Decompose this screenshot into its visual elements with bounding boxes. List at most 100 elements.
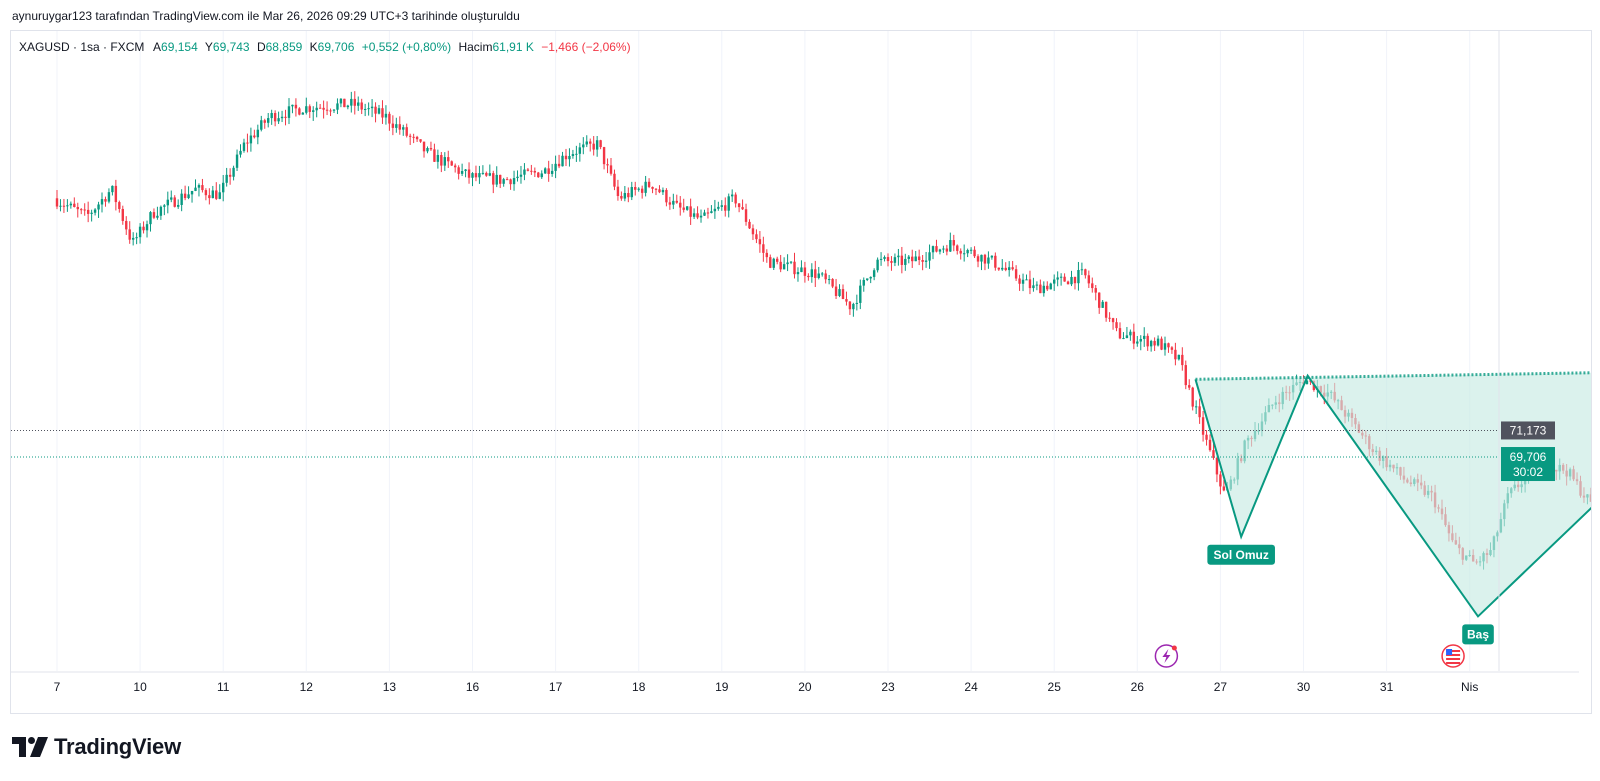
x-tick-label: 11 [217, 680, 230, 694]
candle-up [862, 279, 865, 286]
candle-up [512, 178, 516, 185]
candle-down [447, 157, 450, 162]
candle-up [987, 257, 990, 264]
tradingview-brand[interactable]: TradingView [12, 733, 181, 761]
candle-up [717, 206, 720, 209]
candle-down [1028, 279, 1032, 289]
candle-up [1070, 276, 1073, 285]
candle-down [125, 220, 128, 230]
candle-down [675, 200, 678, 203]
candle-down [706, 212, 710, 214]
candle-up [267, 118, 270, 123]
candle-up [332, 109, 336, 111]
pattern-label-bg [1207, 544, 1275, 565]
candle-down [412, 136, 415, 138]
candle-down [246, 142, 249, 144]
legend-volume-change: −1,466 (−2,06%) [541, 40, 630, 54]
candle-up [100, 199, 104, 205]
candle-up [876, 259, 879, 271]
candle-up [190, 190, 194, 195]
candle-up [163, 205, 166, 207]
candle-down [1188, 385, 1191, 388]
candle-up [377, 108, 381, 114]
pattern-label-text: Baş [1467, 627, 1489, 641]
candle-up [256, 129, 260, 138]
candle-up [402, 127, 405, 130]
candle-up [872, 270, 876, 277]
candle-down [762, 244, 765, 253]
candle-down [1208, 439, 1212, 451]
candle-down [530, 170, 533, 172]
candle-up [225, 174, 228, 183]
candle-up [1305, 380, 1309, 385]
candle-up [495, 174, 498, 185]
price-lines [11, 429, 1499, 458]
candle-up [1042, 285, 1046, 294]
candle-down [360, 102, 363, 110]
candle-down [834, 286, 838, 296]
candle-down [900, 255, 904, 265]
price-chart[interactable]: Sol OmuzBaşSağ Omuz74,629 58,00060,00062… [11, 31, 1591, 713]
candle-down [121, 208, 124, 221]
candle-down [741, 207, 744, 210]
candle-down [526, 169, 530, 171]
candle-down [1222, 486, 1226, 491]
candle-down [959, 250, 962, 254]
candle-down [505, 179, 509, 181]
grid-lines [56, 31, 1471, 671]
candle-up [357, 102, 360, 106]
candle-down [381, 108, 384, 118]
candle-up [931, 246, 935, 253]
candle-up [782, 264, 786, 270]
candle-down [1073, 276, 1077, 284]
event-icons [1154, 644, 1465, 668]
candle-up [460, 171, 464, 174]
candle-up [1163, 343, 1167, 350]
candle-down [1098, 292, 1101, 308]
x-tick-label: 17 [549, 680, 563, 694]
candle-down [294, 104, 298, 109]
candle-down [1094, 288, 1097, 293]
candle-down [606, 164, 609, 166]
candle-up [699, 215, 703, 218]
candle-up [156, 215, 159, 218]
candle-up [914, 256, 917, 262]
label-head: Baş [1462, 624, 1494, 645]
candle-down [325, 109, 329, 111]
candle-down [1014, 269, 1018, 279]
x-tick-label: 25 [1048, 680, 1062, 694]
head-shoulders-pattern: Sol OmuzBaşSağ Omuz74,629 [1194, 371, 1591, 645]
us-flag-icon[interactable] [1441, 644, 1465, 668]
candle-up [879, 258, 883, 260]
candle-down [128, 229, 131, 240]
candle-up [218, 192, 221, 199]
candle-down [956, 245, 959, 251]
x-tick-label: 12 [300, 680, 314, 694]
candle-down [1198, 406, 1201, 418]
candle-down [405, 127, 408, 136]
candle-down [485, 172, 488, 176]
pattern-label-text: Sol Omuz [1214, 548, 1269, 562]
candle-down [457, 167, 460, 174]
candle-down [755, 234, 758, 240]
candle-up [519, 174, 523, 177]
candle-up [661, 189, 665, 193]
candle-down [62, 205, 66, 207]
lightning-icon[interactable] [1154, 644, 1179, 668]
candle-up [222, 182, 225, 193]
candle-down [1170, 347, 1174, 350]
candle-down [1215, 457, 1219, 475]
last-price-badge-text: 69,706 [1510, 450, 1547, 464]
candle-down [1146, 335, 1149, 347]
candle-up [772, 258, 775, 268]
candle-up [869, 276, 872, 279]
candle-up [149, 212, 152, 225]
candle-down [533, 170, 537, 173]
candle-up [93, 209, 97, 213]
pattern-label-bg [1462, 624, 1494, 645]
candle-up [924, 260, 928, 262]
chart-caption: aynuruygar123 tarafından TradingView.com… [12, 9, 520, 23]
candle-down [322, 107, 325, 110]
candle-up [990, 255, 994, 258]
candle-up [1122, 338, 1125, 340]
